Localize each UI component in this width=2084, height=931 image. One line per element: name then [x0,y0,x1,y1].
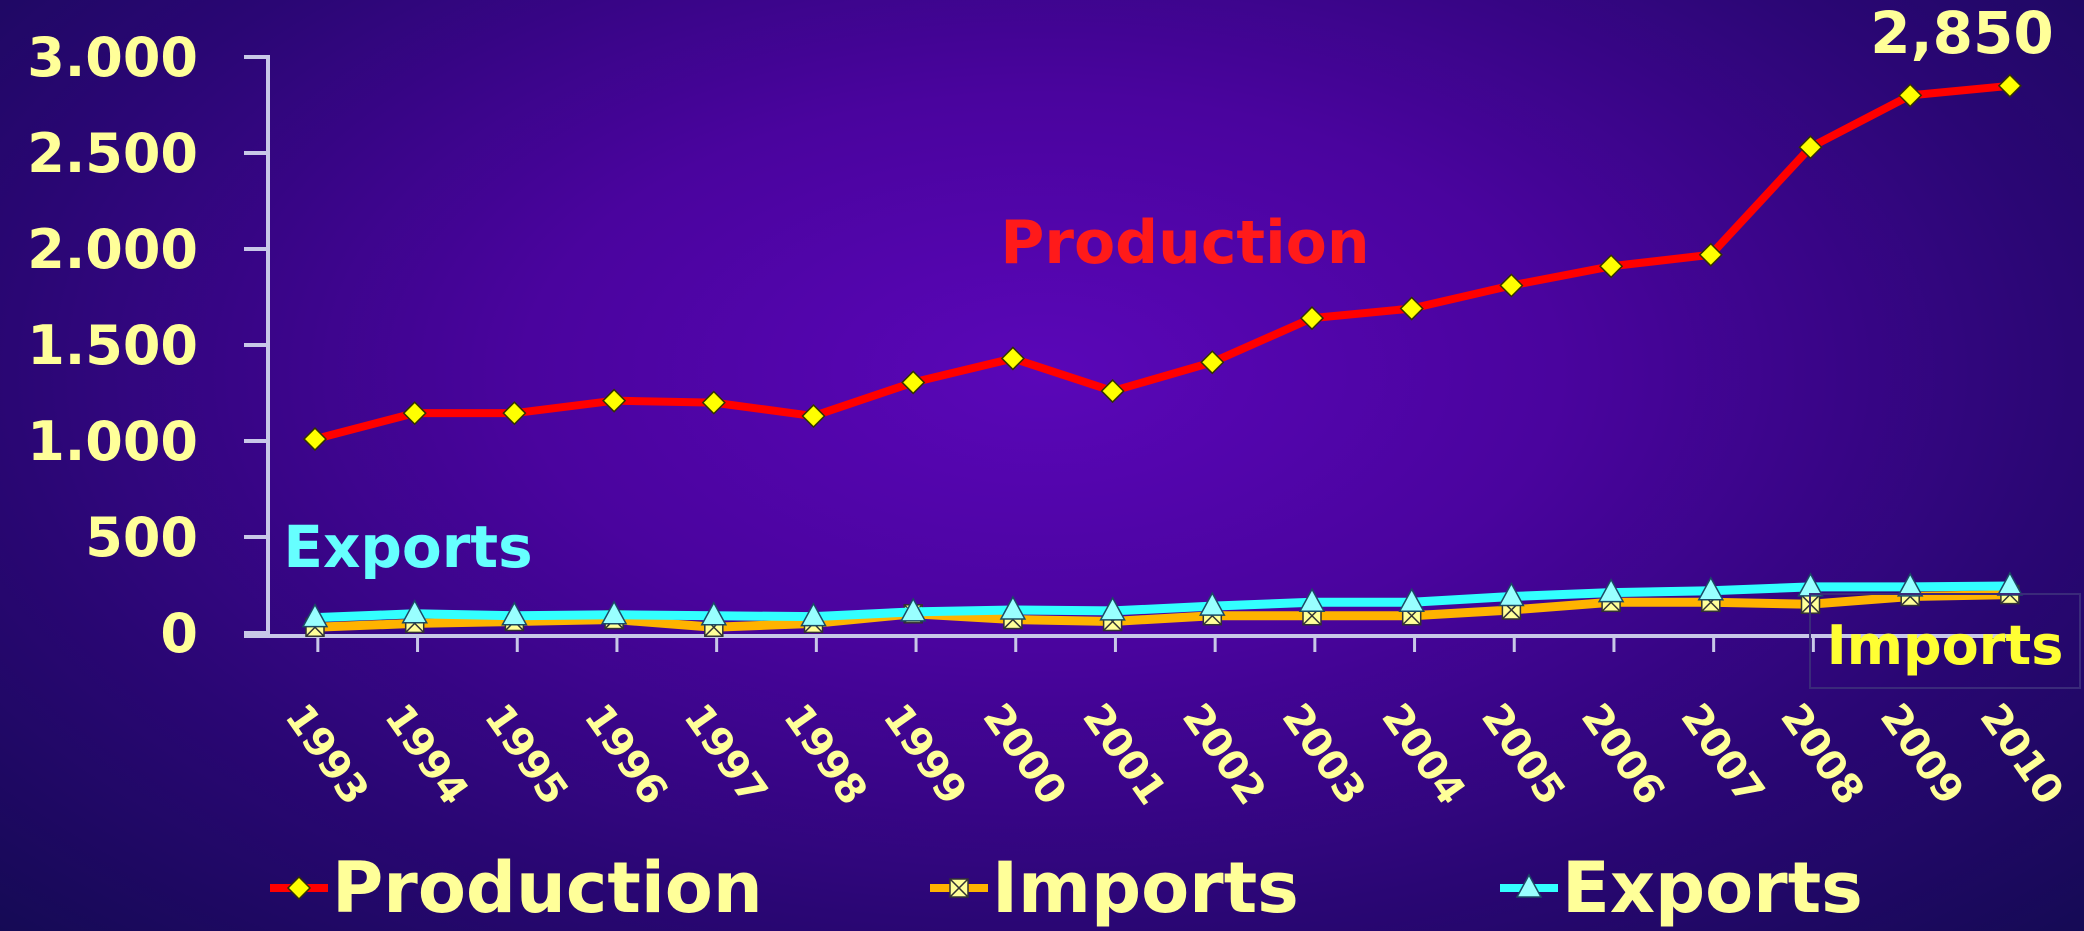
exports-annotation: Exports [283,513,532,581]
x-tick-label: 2003 [1273,696,1375,814]
legend-label-imports: Imports [992,847,1299,929]
exports-point [1099,596,1126,621]
x-tick-label: 2004 [1372,696,1474,814]
production-point [701,390,726,415]
imports-annotation-box [1809,593,2081,689]
production-point [1299,306,1325,331]
production-series [302,73,2022,452]
x-tick-label: 1998 [774,696,876,814]
x-tick-label: 1996 [575,696,677,814]
production-line [313,81,2011,443]
exports-point [1498,581,1525,607]
exports-point [600,600,628,625]
legend-item-production: Production [270,847,763,929]
legend-item-exports: Exports [1500,847,1863,929]
exports-point [1398,587,1425,613]
legend-marker-exports [1515,873,1543,898]
production-point [602,388,627,413]
production-point [1599,254,1624,279]
production-point [502,401,527,426]
x-tick-label: 1995 [475,696,577,814]
imports-annotation: Imports [1827,614,2064,677]
peak-value-annotation: 2,850 [1870,0,2053,67]
exports-point [700,601,728,626]
production-point [1798,135,1823,160]
x-tick-label: 1994 [375,696,477,814]
legend-marker-production [286,875,312,901]
x-tick-label: 2001 [1073,696,1175,814]
y-tick-label: 2.000 [27,218,198,281]
production-point [1997,73,2022,98]
y-tick-label: 500 [85,506,198,569]
x-tick-label: 2000 [974,696,1076,814]
legend-item-imports: Imports [930,847,1299,929]
production-point [901,370,926,395]
exports-point [501,601,528,626]
production-point [1898,83,1923,108]
exports-point [1298,587,1326,613]
x-tick-label: 2007 [1672,696,1774,814]
exports-point [401,599,428,624]
exports-point [800,602,827,627]
production-point [1200,350,1225,375]
legend-marker-imports [949,878,969,898]
y-tick-label: 0 [160,602,198,665]
y-tick-label: 2.500 [27,122,198,185]
x-tick-label: 2002 [1173,696,1275,814]
x-ticks: 1993199419951996199719981999200020012002… [276,636,2072,813]
production-point [1100,379,1125,404]
y-tick-label: 1.000 [27,410,198,473]
exports-point [999,595,1027,620]
x-tick-label: 2008 [1771,696,1873,814]
x-tick-label: 1997 [675,696,777,814]
production-point [1000,346,1025,371]
x-tick-label: 1993 [276,696,378,814]
exports-series [301,571,2024,628]
exports-point [899,597,927,622]
production-point [1399,296,1424,321]
y-ticks: 0 500 1.000 1.500 2.000 2.500 3.000 [27,26,268,665]
production-point [801,403,826,429]
legend-label-production: Production [332,847,763,929]
exports-line [314,581,2010,623]
x-tick-label: 1999 [874,696,976,814]
y-tick-label: 3.000 [27,26,198,89]
x-tick-label: 2010 [1971,696,2073,814]
production-point [402,401,427,426]
exports-point [1597,578,1625,603]
production-annotation: Production [1000,208,1369,278]
exports-point [1199,591,1226,616]
production-point [1499,273,1524,298]
exports-point [1697,576,1725,601]
x-tick-label: 2005 [1472,696,1574,814]
series-layer [301,73,2024,637]
legend-label-exports: Exports [1562,847,1863,929]
exports-point [1896,572,1924,597]
production-point [302,427,328,452]
x-tick-label: 2009 [1871,696,1973,814]
exports-point [301,603,329,628]
legend: Production Imports Exports [270,847,1863,929]
x-tick-label: 2006 [1572,696,1674,814]
production-point [1698,242,1723,267]
y-tick-label: 1.500 [27,314,198,377]
imports-line [314,590,2010,632]
